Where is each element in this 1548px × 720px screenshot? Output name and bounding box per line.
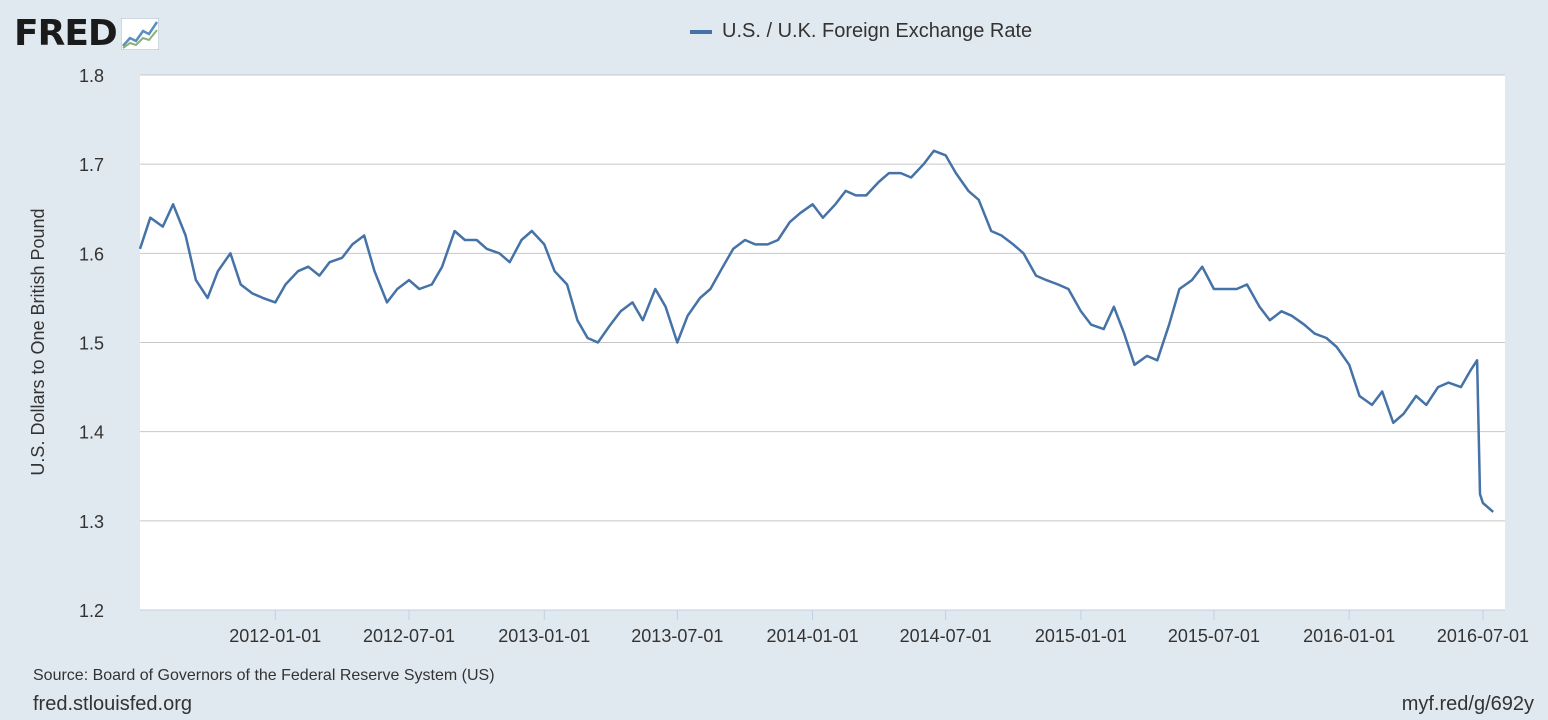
x-tick-label: 2015-01-01 <box>1035 626 1127 646</box>
x-tick-label: 2016-01-01 <box>1303 626 1395 646</box>
x-tick-label: 2014-01-01 <box>767 626 859 646</box>
exchange-rate-chart: 1.2 1.3 1.4 1.5 1.6 1.7 1.8 2012-01-01 2012-07-… <box>28 66 1529 646</box>
y-tick-label: 1.2 <box>79 601 104 621</box>
x-tick-label: 2013-07-01 <box>631 626 723 646</box>
y-axis-label: U.S. Dollars to One British Pound <box>28 208 48 475</box>
x-tick-label: 2012-07-01 <box>363 626 455 646</box>
chart-legend: U.S. / U.K. Foreign Exchange Rate <box>690 20 1032 43</box>
y-tick-label: 1.5 <box>79 334 104 354</box>
legend-label: U.S. / U.K. Foreign Exchange Rate <box>722 20 1033 42</box>
series-line <box>138 149 1495 513</box>
y-tick-label: 1.6 <box>79 244 104 264</box>
y-axis-ticks: 1.2 1.3 1.4 1.5 1.6 1.7 1.8 <box>79 66 104 621</box>
site-link[interactable]: fred.stlouisfed.org <box>33 693 192 715</box>
grid-lines <box>140 74 1505 611</box>
y-tick-label: 1.8 <box>79 66 104 86</box>
x-tick-label: 2016-07-01 <box>1437 626 1529 646</box>
y-tick-label: 1.3 <box>79 512 104 532</box>
x-tick-label: 2013-01-01 <box>498 626 590 646</box>
x-tick-label: 2015-07-01 <box>1168 626 1260 646</box>
legend-swatch <box>690 29 712 34</box>
short-url-link[interactable]: myf.red/g/692y <box>1401 693 1534 715</box>
x-tick-label: 2014-07-01 <box>900 626 992 646</box>
source-note: Source: Board of Governors of the Federa… <box>33 667 495 684</box>
fred-logo[interactable]: FRED <box>14 14 159 54</box>
y-tick-label: 1.7 <box>79 155 104 175</box>
x-tick-label: 2012-01-01 <box>229 626 321 646</box>
line-graph-icon <box>120 18 159 50</box>
x-axis-ticks: 2012-01-01 2012-07-01 2013-01-01 2013-07-01… <box>229 610 1529 646</box>
fred-logo-text: FRED <box>14 13 118 54</box>
y-tick-label: 1.4 <box>79 423 104 443</box>
